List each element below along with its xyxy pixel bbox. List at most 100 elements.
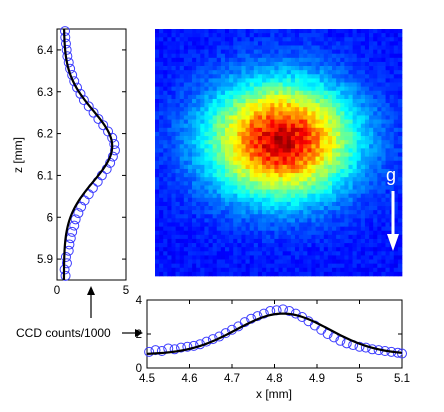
heatmap-cell (245, 197, 251, 203)
heatmap-cell (303, 164, 308, 170)
heatmap-cell (311, 181, 316, 186)
heatmap-cell (183, 164, 189, 170)
heatmap-cell (200, 185, 205, 190)
heatmap-cell (241, 136, 246, 141)
heatmap-cell (319, 74, 325, 79)
heatmap-cell (352, 103, 358, 108)
heatmap-cell (237, 49, 242, 55)
heatmap-cell (245, 94, 251, 100)
heatmap-cell (344, 45, 349, 50)
heatmap-cell (311, 185, 316, 190)
heatmap-cell (348, 226, 353, 232)
heatmap-cell (377, 152, 382, 157)
heatmap-cell (270, 111, 275, 116)
heatmap-cell (233, 226, 238, 232)
heatmap-cell (385, 263, 390, 269)
heatmap-cell (220, 206, 226, 211)
heatmap-cell (167, 173, 172, 178)
heatmap-cell (369, 181, 374, 186)
heatmap-cell (303, 251, 308, 256)
heatmap-cell (220, 127, 226, 133)
heatmap-cell (200, 78, 205, 83)
heatmap-cell (344, 131, 349, 137)
heatmap-cell (245, 82, 251, 87)
heatmap-cell (192, 144, 197, 149)
heatmap-cell (397, 247, 403, 252)
heatmap-cell (397, 255, 403, 260)
heatmap-cell (319, 181, 325, 186)
heatmap-cell (364, 140, 370, 145)
heatmap-cell (196, 29, 201, 34)
heatmap-cell (237, 82, 242, 87)
heatmap-cell (224, 230, 230, 236)
heatmap-cell (332, 230, 337, 236)
heatmap-cell (348, 156, 353, 162)
heatmap-cell (183, 140, 189, 145)
heatmap-cell (344, 37, 349, 42)
heatmap-cell (356, 123, 362, 129)
heatmap-cell (385, 259, 390, 264)
heatmap-cell (253, 115, 259, 120)
heatmap-cell (163, 148, 168, 153)
ccd-arrow-right-head (135, 329, 143, 337)
heatmap-cell (299, 263, 304, 269)
heatmap-cell (385, 267, 390, 273)
heatmap-cell (196, 107, 201, 112)
heatmap-cell (319, 29, 325, 34)
heatmap-cell (266, 160, 271, 166)
heatmap-cell (266, 255, 271, 260)
heatmap-cell (155, 214, 160, 219)
heatmap-cell (340, 78, 345, 83)
heatmap-cell (208, 234, 213, 240)
heatmap-cell (307, 82, 312, 87)
heatmap-cell (241, 86, 246, 92)
heatmap-cell (303, 189, 308, 195)
heatmap-cell (167, 115, 172, 120)
heatmap-cell (377, 61, 382, 67)
heatmap-cell (229, 193, 234, 199)
heatmap-cell (212, 177, 218, 182)
heatmap-cell (303, 82, 308, 87)
heatmap-cell (336, 103, 341, 108)
heatmap-cell (274, 29, 279, 34)
heatmap-cell (155, 148, 160, 153)
heatmap-cell (179, 90, 185, 96)
heatmap-cell (171, 49, 176, 55)
heatmap-cell (348, 164, 353, 170)
heatmap-cell (286, 140, 292, 145)
heatmap-cell (270, 86, 275, 92)
heatmap-cell (299, 193, 304, 199)
heatmap-cell (183, 251, 189, 256)
heatmap-cell (171, 94, 176, 100)
heatmap-cell (356, 90, 362, 96)
heatmap-cell (183, 37, 189, 42)
heatmap-cell (319, 33, 325, 38)
heatmap-cell (290, 210, 296, 215)
heatmap-cell (327, 127, 333, 133)
heatmap-cell (249, 173, 255, 178)
heatmap-cell (389, 127, 395, 133)
heatmap-cell (385, 164, 390, 170)
heatmap-cell (344, 86, 349, 92)
heatmap-cell (356, 214, 362, 219)
heatmap-cell (196, 82, 201, 87)
heatmap-cell (393, 94, 399, 100)
heatmap-cell (233, 251, 238, 256)
heatmap-cell (171, 201, 176, 207)
heatmap-cell (323, 218, 329, 223)
heatmap-cell (253, 156, 259, 162)
heatmap-cell (179, 160, 185, 166)
heatmap-cell (327, 189, 333, 195)
heatmap-cell (344, 160, 349, 166)
heatmap-cell (356, 127, 362, 133)
heatmap-cell (315, 115, 321, 120)
heatmap-cell (216, 107, 222, 112)
left-data-point (109, 139, 120, 150)
heatmap-cell (323, 107, 329, 112)
heatmap-cell (311, 168, 316, 174)
heatmap-cell (237, 210, 242, 215)
heatmap-cell (397, 61, 403, 67)
heatmap-cell (274, 238, 279, 244)
heatmap-cell (311, 119, 316, 125)
heatmap-cell (159, 222, 164, 227)
